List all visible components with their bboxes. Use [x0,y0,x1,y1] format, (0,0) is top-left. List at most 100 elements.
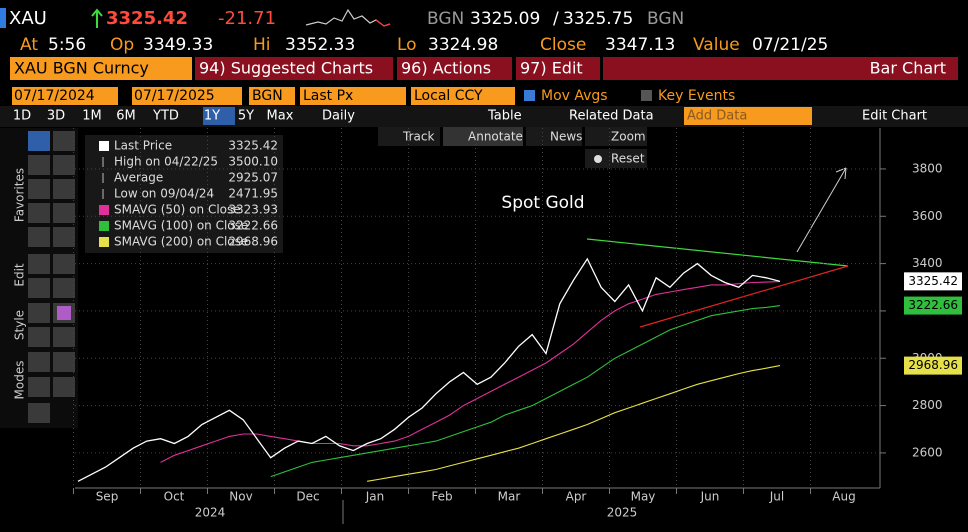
checkbox[interactable] [524,90,535,101]
menu-button[interactable] [195,57,393,80]
setting[interactable]: 07/17/2024 [14,88,95,104]
toolbar-item[interactable]: Related Data [569,109,654,124]
x-tick-label: Feb [431,490,452,504]
title-bar [603,57,958,80]
menu-item[interactable]: 96) Actions [401,59,491,78]
period[interactable]: 1M [82,109,102,124]
x-tick-label: Nov [229,490,252,504]
checkbox[interactable] [641,90,652,101]
setting[interactable]: 07/17/2025 [134,88,215,104]
field-label: Close [540,35,586,55]
selected-tool[interactable] [28,131,50,151]
y-tick-label: 2600 [912,445,943,459]
frequency[interactable]: Daily [322,109,355,124]
input-box[interactable] [300,87,406,105]
x-tick-label: Sep [96,490,119,504]
reset-icon [594,155,602,163]
input-box[interactable] [411,87,515,105]
toolbar [0,106,968,127]
chart-tool[interactable]: News [550,130,582,144]
add-data[interactable]: Add Data [687,109,747,124]
reset[interactable]: Reset [611,152,645,166]
side-tab[interactable]: Favorites [13,168,27,222]
field-label: Op [110,35,134,55]
menu-item[interactable]: 97) Edit [520,59,583,78]
side-tab[interactable]: Edit [13,263,27,287]
side-tab[interactable]: Style [13,310,27,340]
period[interactable]: 5Y [238,109,254,124]
legend-label: SMAVG (100) on Close [114,219,248,233]
trendline-upper [586,238,849,267]
chart-tool[interactable]: Zoom [611,130,646,144]
period[interactable]: 6M [116,109,136,124]
edit-chart[interactable]: Edit Chart [862,109,927,124]
arrow-head [835,167,847,180]
toolbar-item[interactable]: Table [487,109,522,124]
input-box[interactable] [249,87,295,105]
chart-tool[interactable]: Annotate [468,130,523,144]
up-arrow-icon [91,8,103,28]
legend-label: Average [114,171,163,185]
chart-tool-button[interactable] [526,127,582,146]
field-label: Lo [397,35,417,55]
setting[interactable]: BGN [252,88,283,104]
legend-label: Last Price [114,139,172,153]
x-tick-label: Aug [832,490,855,504]
side-tab[interactable]: Modes [13,361,27,400]
legend-swatch [99,205,109,215]
arrow-line [796,167,847,253]
menu-button[interactable] [397,57,512,80]
period[interactable]: YTD [152,109,179,124]
moving-average-line [367,365,781,482]
period[interactable]: 3D [47,109,65,124]
period[interactable]: 1D [13,109,31,124]
x-tick-label: Oct [164,490,185,504]
chart-tool-button[interactable] [585,127,647,146]
security[interactable]: XAU BGN Curncy [14,59,149,78]
ask: 3325.75 [563,9,633,29]
input-box[interactable] [12,87,118,105]
price-tag [904,272,962,291]
price-line [77,257,781,482]
menu-button[interactable] [516,57,600,80]
field-label: Value [693,35,740,55]
setting[interactable]: Last Px [303,88,353,104]
annotation: Spot Gold [501,193,584,213]
add-data-input[interactable] [684,107,812,125]
moving-average-line [160,281,781,463]
legend-value: 3323.93 [228,203,278,217]
menu-item[interactable]: 94) Suggested Charts [199,59,373,78]
price-tag [904,296,962,315]
mov-avgs[interactable]: Mov Avgs [541,88,608,104]
field-label: At [20,35,38,55]
chart-tool[interactable]: Track [402,130,434,144]
bid-source: BGN [427,9,464,29]
setting[interactable]: Local CCY [414,88,483,104]
price-tag [904,356,962,375]
y-tick-label: 3800 [912,161,943,175]
price-tag-label: 3222.66 [908,298,958,312]
legend-value: 3325.42 [228,139,278,153]
period-selected[interactable] [203,107,235,125]
x-tick-label: Jan [365,490,385,504]
period[interactable]: Max [267,109,294,124]
field-value: 5:56 [48,35,86,55]
legend-label: SMAVG (50) on Close [114,203,241,217]
x-tick-label: Dec [296,490,319,504]
field-label: Hi [253,35,271,55]
chart-tool-button[interactable] [443,127,523,146]
ticker: XAU [9,8,47,29]
legend-value: 2471.95 [228,187,278,201]
ticker-marker [0,8,6,28]
legend-label: SMAVG (200) on Close [114,235,248,249]
legend-swatch [99,141,109,151]
period[interactable]: 1Y [204,109,220,124]
input-box[interactable] [132,87,242,105]
chart-layer: XAU 3325.42 -21.71 BGN 3325.09 /3325.75 BGN At 5… [9,8,962,520]
key-events[interactable]: Key Events [658,88,735,104]
security-box[interactable] [10,57,192,80]
reset-button[interactable] [585,149,647,168]
sparkline-down [375,19,391,27]
color-swatch[interactable] [57,306,71,320]
